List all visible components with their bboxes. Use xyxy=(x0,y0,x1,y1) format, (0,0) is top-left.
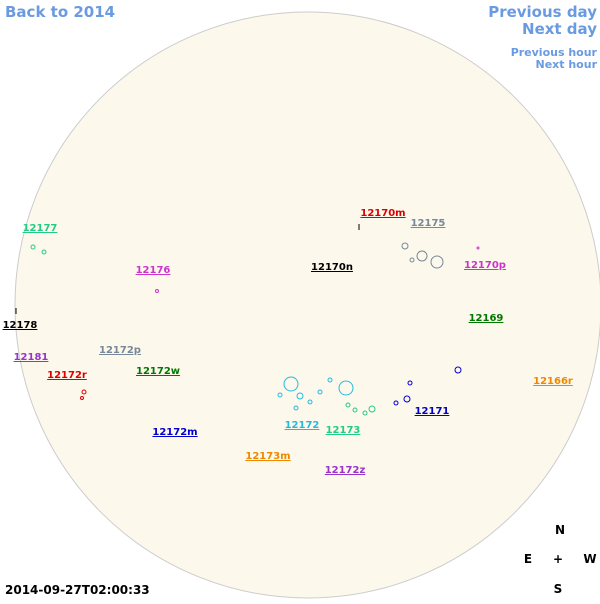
region-link[interactable]: 12172w xyxy=(136,366,180,377)
previous-hour-link[interactable]: Previous hour xyxy=(511,46,598,59)
region-link[interactable]: 12172p xyxy=(99,345,141,356)
timestamp: 2014-09-27T02:00:33 xyxy=(5,583,150,597)
region-link[interactable]: 12173 xyxy=(326,425,361,436)
region-link[interactable]: 12172r xyxy=(47,370,87,381)
region-link[interactable]: 12170m xyxy=(360,208,405,219)
sunspots xyxy=(15,224,480,416)
next-hour-link[interactable]: Next hour xyxy=(536,58,598,71)
back-link[interactable]: Back to 2014 xyxy=(5,3,115,21)
previous-day-link[interactable]: Previous day xyxy=(488,3,597,21)
region-link[interactable]: 12177 xyxy=(23,223,58,234)
region-link[interactable]: 12166r xyxy=(533,376,573,387)
next-day-link[interactable]: Next day xyxy=(522,20,597,38)
solar-disk xyxy=(14,11,600,599)
region-link[interactable]: 12170n xyxy=(311,262,353,273)
region-link[interactable]: 12170p xyxy=(464,260,506,271)
region-link[interactable]: 12172 xyxy=(285,420,320,431)
region-link[interactable]: 12171 xyxy=(415,406,450,417)
compass-north: N xyxy=(555,523,565,537)
region-link[interactable]: 12172z xyxy=(325,465,366,476)
compass-south: S xyxy=(554,582,563,596)
compass-west: W xyxy=(583,552,596,566)
region-link[interactable]: 12173m xyxy=(245,451,290,462)
region-link[interactable]: 12181 xyxy=(14,352,49,363)
compass-east: E xyxy=(524,552,532,566)
region-link[interactable]: 12172m xyxy=(152,427,197,438)
compass-center: + xyxy=(553,552,563,566)
region-link[interactable]: 12175 xyxy=(411,218,446,229)
region-link[interactable]: 12178 xyxy=(3,320,38,331)
region-link[interactable]: 12176 xyxy=(136,265,171,276)
region-link[interactable]: 12169 xyxy=(469,313,504,324)
